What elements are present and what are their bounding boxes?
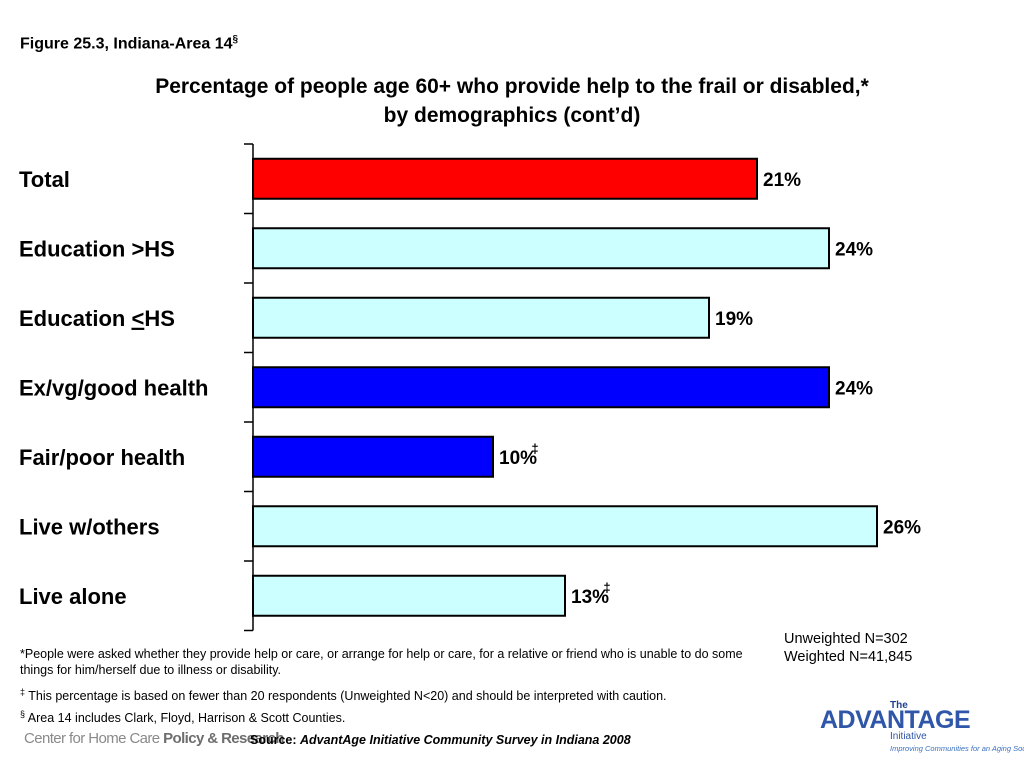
chcp-logo-plain: Center for Home Care	[24, 730, 164, 747]
chart-title-line1: Percentage of people age 60+ who provide…	[155, 75, 869, 98]
weighted-n: Weighted N=41,845	[784, 649, 913, 665]
chcp-logo-bold: Policy & Research	[163, 730, 284, 747]
category-label: Live w/others	[19, 514, 160, 539]
figure-label-mark: §	[232, 34, 239, 45]
advantage-logo-tagline: Improving Communities for an Aging Socie…	[890, 744, 1024, 753]
footnote-dagger-mark: ‡	[20, 687, 26, 697]
source-text: AdvantAge Initiative Community Survey in…	[300, 733, 631, 747]
source-label: Source:	[250, 733, 301, 747]
data-label: 19%	[715, 309, 753, 330]
chart-title: Percentage of people age 60+ who provide…	[40, 72, 984, 130]
data-label-marker: ‡	[531, 441, 538, 456]
footnote-section: Area 14 includes Clark, Floyd, Harrison …	[25, 711, 346, 726]
advantage-logo-the: The	[890, 700, 908, 711]
bar	[252, 435, 494, 478]
category-label: Total	[19, 167, 70, 192]
data-label: 26%	[883, 517, 921, 538]
data-label: 13%	[571, 587, 609, 608]
data-label: 24%	[835, 239, 873, 260]
bar	[252, 574, 566, 617]
advantage-logo-initiative: Initiative	[890, 731, 927, 742]
bar-chart: Total 21% Education >HS 24% Education <HS 19%…	[19, 143, 921, 632]
footnote-dagger: This percentage is based on fewer than 2…	[25, 689, 667, 704]
category-label: Live alone	[19, 584, 127, 609]
category-label: Fair/poor health	[19, 445, 185, 470]
data-label-marker: ‡	[603, 580, 610, 595]
bar	[252, 157, 758, 200]
bar	[252, 366, 830, 409]
bar	[252, 505, 878, 548]
data-label: 21%	[763, 170, 801, 191]
category-label: Education >HS	[19, 236, 175, 261]
unweighted-n: Unweighted N=302	[784, 631, 908, 647]
sample-size: Unweighted N=302 Weighted N=41,845	[784, 630, 912, 666]
footnote-asterisk: *People were asked whether they provide …	[20, 647, 743, 677]
advantage-logo-name: ADVANTAGE	[820, 706, 971, 734]
footnote-section-mark: §	[20, 709, 26, 720]
figure-label-text: Figure 25.3, Indiana-Area 14	[20, 35, 233, 53]
category-label: Education <HS	[19, 306, 175, 331]
data-label: 10%	[499, 448, 537, 469]
figure-label: Figure 25.3, Indiana-Area 14§	[20, 34, 238, 53]
bar	[252, 227, 830, 270]
category-label: Ex/vg/good health	[19, 375, 208, 400]
bar	[252, 296, 710, 339]
source-line: Source: AdvantAge Initiative Community S…	[250, 733, 631, 747]
chart-title-line2: by demographics (cont’d)	[383, 104, 641, 127]
data-label: 24%	[835, 378, 873, 399]
advantage-logo: The ADVANTAGE Initiative Improving Commu…	[818, 700, 1024, 756]
chcp-logo: Center for Home Care Policy & Research	[24, 730, 284, 747]
footnotes: *People were asked whether they provide …	[20, 646, 760, 732]
